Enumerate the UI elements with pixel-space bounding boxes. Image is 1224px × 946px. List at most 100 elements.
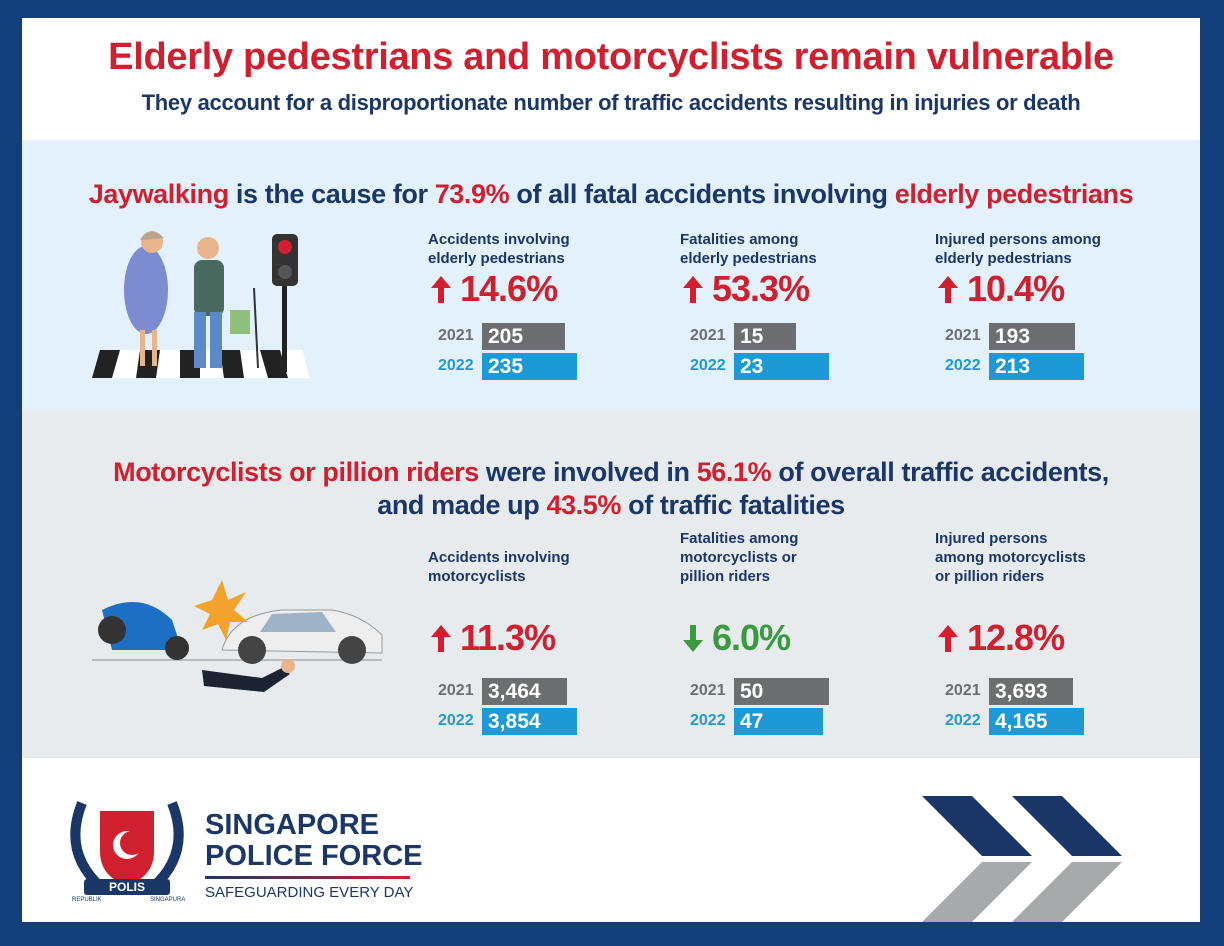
stat-label-line: Fatalities among: [680, 530, 799, 547]
bar: 3,693: [989, 678, 1074, 705]
year-label: 2021: [945, 682, 981, 699]
change: 10.4%: [937, 268, 1065, 310]
police-crest: POLIS REPUBLIK SINGAPURA: [70, 801, 185, 903]
stat-label-line: elderly pedestrians: [680, 250, 817, 267]
title-section: Elderly pedestrians and motorcyclists re…: [22, 18, 1200, 140]
year-label: 2021: [438, 327, 474, 344]
year-label: 2021: [945, 327, 981, 344]
year-label: 2022: [438, 712, 474, 729]
change: 53.3%: [682, 268, 810, 310]
badge-right: SINGAPURA: [150, 897, 185, 903]
change-value: 12.8%: [967, 617, 1065, 658]
stat-label-line: Injured persons among: [935, 231, 1101, 248]
bar-value: 205: [488, 325, 524, 348]
bar-value: 3,693: [995, 680, 1048, 703]
bar-value: 4,165: [995, 710, 1048, 733]
headline-segment: Jaywalking: [88, 179, 229, 209]
headline-segment: 43.5%: [546, 490, 622, 520]
headline-segment: were involved in: [478, 457, 697, 487]
bar: 4,165: [989, 708, 1084, 735]
change-value: 14.6%: [460, 268, 558, 309]
bar-value: 3,854: [488, 710, 541, 733]
stat-label-line: among motorcyclists: [935, 549, 1086, 566]
change-value: 11.3%: [460, 617, 556, 658]
chevrons: [922, 796, 1122, 922]
stat-label-line: or pillion riders: [935, 568, 1045, 585]
change: 6.0%: [682, 617, 791, 659]
year-label: 2022: [945, 712, 981, 729]
stat-label: Accidents involving motorcyclists: [428, 548, 570, 586]
change-arrow: [938, 625, 958, 652]
stat-label: Fatalities among elderly pedestrians: [680, 230, 817, 268]
headline-segment: is the cause for: [228, 179, 435, 209]
bar-value: 23: [740, 355, 764, 378]
bar-value: 47: [740, 710, 764, 733]
bar: 193: [989, 323, 1076, 350]
pedestrian-illustration: [92, 231, 310, 378]
motorcycle-section: Motorcyclists or pillion riders were inv…: [22, 410, 1200, 758]
headline: Jaywalking is the cause for 73.9% of all…: [22, 178, 1200, 211]
change-arrow: [938, 276, 958, 303]
headline: and made up 43.5% of traffic fatalities: [22, 489, 1200, 522]
headline-segment: 56.1%: [696, 457, 772, 487]
headline-segment: of all fatal accidents involving: [509, 179, 895, 209]
footer: POLIS REPUBLIK SINGAPURA SINGAPORE POLIC…: [22, 758, 1200, 922]
change-value: 6.0%: [712, 617, 791, 658]
change: 12.8%: [937, 617, 1065, 659]
stat-label: Injured persons among elderly pedestrians: [935, 230, 1101, 268]
stat-label-line: pillion riders: [680, 568, 771, 585]
bar: 235: [482, 353, 577, 380]
year-label: 2022: [690, 712, 726, 729]
change-arrow: [683, 276, 703, 303]
brand: SINGAPORE POLICE FORCE SAFEGUARDING EVER…: [205, 810, 423, 901]
brand-rule: [205, 876, 410, 879]
stat-label: Accidents involving elderly pedestrians: [428, 230, 570, 268]
headline-segment: of overall traffic accidents,: [771, 457, 1109, 487]
badge-left: REPUBLIK: [72, 897, 102, 903]
stat-label-line: Fatalities among: [680, 231, 799, 248]
stat-label-line: elderly pedestrians: [935, 250, 1072, 267]
stat-label-line: Injured persons: [935, 530, 1048, 547]
bar: 3,464: [482, 678, 568, 705]
bar-value: 213: [995, 355, 1031, 378]
year-label: 2022: [438, 357, 474, 374]
headline-segment: 73.9%: [434, 179, 510, 209]
year-label: 2021: [690, 327, 726, 344]
change: 14.6%: [430, 268, 558, 310]
subtitle: They account for a disproportionate numb…: [141, 90, 1081, 115]
bar: 3,854: [482, 708, 577, 735]
bar-value: 3,464: [488, 680, 541, 703]
crash-illustration: [92, 580, 383, 692]
infographic: Elderly pedestrians and motorcyclists re…: [22, 18, 1200, 922]
change-arrow: [683, 625, 703, 652]
title: Elderly pedestrians and motorcyclists re…: [108, 36, 1114, 78]
change-value: 53.3%: [712, 268, 810, 309]
stat-label-line: elderly pedestrians: [428, 250, 565, 267]
bar: 205: [482, 323, 565, 350]
year-label: 2022: [690, 357, 726, 374]
headline-segment: of traffic fatalities: [621, 490, 845, 520]
change-arrow: [431, 625, 451, 652]
bar-value: 15: [740, 325, 764, 348]
change-arrow: [431, 276, 451, 303]
stat-label-line: motorcyclists or: [680, 549, 797, 566]
bar: 213: [989, 353, 1084, 380]
year-label: 2022: [945, 357, 981, 374]
bar: 23: [734, 353, 829, 380]
year-label: 2021: [438, 682, 474, 699]
change-value: 10.4%: [967, 268, 1065, 309]
bar-value: 50: [740, 680, 764, 703]
bar: 47: [734, 708, 824, 735]
stat-label-line: Accidents involving: [428, 231, 570, 248]
headline: Motorcyclists or pillion riders were inv…: [22, 456, 1200, 489]
tagline: SAFEGUARDING EVERY DAY: [205, 884, 414, 901]
pedestrian-section: Jaywalking is the cause for 73.9% of all…: [22, 140, 1200, 410]
year-label: 2021: [690, 682, 726, 699]
headline-segment: elderly pedestrians: [894, 179, 1134, 209]
headline-segment: Motorcyclists or pillion riders: [113, 457, 479, 487]
headline-segment: and made up: [377, 490, 547, 520]
bar: 50: [734, 678, 829, 705]
bar-value: 193: [995, 325, 1031, 348]
stat-label: Fatalities among motorcyclists or pillion …: [680, 529, 798, 586]
